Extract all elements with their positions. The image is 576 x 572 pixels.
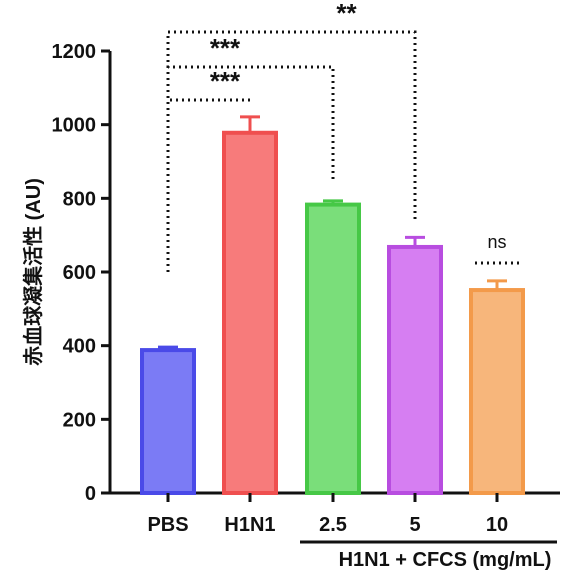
x-tick-label: 10	[486, 514, 508, 536]
y-tick-label: 400	[63, 336, 96, 358]
bar-5	[387, 244, 443, 495]
y-tick-label: 800	[63, 188, 96, 210]
y-axis-title: 赤血球凝集活性 (AU)	[21, 178, 45, 366]
y-tick-label: 600	[63, 262, 96, 284]
y-tick-label: 1000	[52, 115, 97, 137]
bar-10	[469, 288, 525, 495]
x-tick-label: 5	[409, 514, 420, 536]
bar-PBS	[140, 348, 196, 495]
sig-label-PBS-5: **	[336, 0, 357, 28]
y-tick-label: 1200	[52, 41, 97, 63]
bar-2.5	[305, 202, 361, 495]
x-tick-label: PBS	[147, 514, 188, 536]
sig-label-PBS-H1N1: ***	[210, 66, 241, 96]
group-label: H1N1 + CFCS (mg/mL)	[339, 549, 552, 571]
y-tick-label: 200	[63, 409, 96, 431]
x-tick-label: H1N1	[224, 514, 275, 536]
y-tick-label: 0	[85, 483, 96, 505]
sig-bracket-PBS-5	[166, 30, 417, 272]
sig-label-ns: ns	[487, 232, 506, 252]
x-tick-label: 2.5	[319, 514, 347, 536]
sig-label-PBS-2.5: ***	[210, 33, 241, 63]
bar-H1N1	[222, 130, 278, 496]
